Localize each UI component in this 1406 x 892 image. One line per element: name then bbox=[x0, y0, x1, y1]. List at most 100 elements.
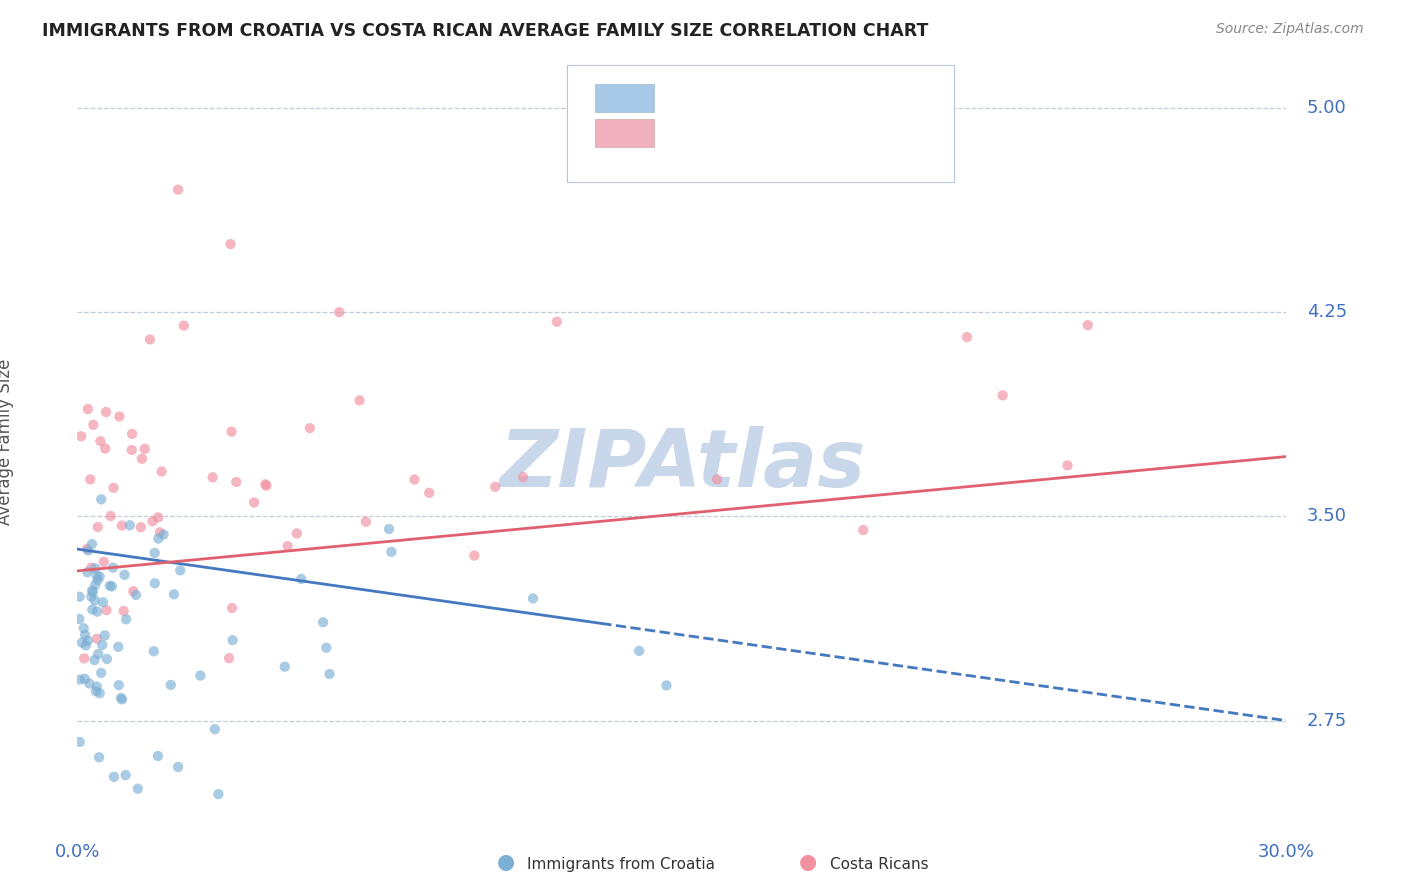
Point bbox=[512, 470, 534, 484]
Point bbox=[204, 722, 226, 736]
Point bbox=[628, 644, 651, 658]
Text: Average Family Size: Average Family Size bbox=[0, 359, 14, 524]
Point bbox=[221, 425, 243, 439]
Point bbox=[87, 750, 110, 764]
Point bbox=[1077, 318, 1099, 333]
Point bbox=[706, 472, 728, 486]
Point bbox=[98, 579, 121, 593]
Point bbox=[991, 388, 1014, 402]
Point bbox=[75, 639, 97, 653]
Point bbox=[89, 434, 111, 449]
Point bbox=[148, 532, 170, 546]
Point bbox=[82, 602, 104, 616]
Point bbox=[70, 635, 93, 649]
Point bbox=[146, 510, 169, 524]
Point bbox=[254, 477, 277, 491]
Point bbox=[86, 632, 108, 646]
Point bbox=[111, 518, 134, 533]
Point bbox=[80, 537, 103, 551]
Point bbox=[318, 667, 340, 681]
Point bbox=[121, 442, 143, 457]
Text: Immigrants from Croatia: Immigrants from Croatia bbox=[527, 857, 716, 872]
Point bbox=[87, 647, 110, 661]
Point bbox=[82, 417, 104, 432]
Point bbox=[69, 590, 91, 604]
Point bbox=[80, 560, 103, 574]
Point bbox=[122, 584, 145, 599]
Point bbox=[221, 633, 243, 648]
Text: 3.50: 3.50 bbox=[1306, 508, 1347, 525]
Point bbox=[169, 563, 191, 577]
Text: R =  0.171: R = 0.171 bbox=[669, 124, 762, 142]
Point bbox=[110, 691, 132, 706]
Text: IMMIGRANTS FROM CROATIA VS COSTA RICAN AVERAGE FAMILY SIZE CORRELATION CHART: IMMIGRANTS FROM CROATIA VS COSTA RICAN A… bbox=[42, 22, 928, 40]
Point bbox=[84, 684, 107, 698]
Point bbox=[115, 612, 138, 626]
Text: R = -0.089: R = -0.089 bbox=[669, 89, 763, 107]
Point bbox=[79, 472, 101, 486]
Point bbox=[150, 465, 173, 479]
Point bbox=[101, 560, 124, 574]
Point bbox=[100, 508, 122, 523]
Point bbox=[73, 621, 96, 635]
Point bbox=[83, 653, 105, 667]
Point bbox=[121, 426, 143, 441]
Text: ●: ● bbox=[498, 853, 515, 872]
Point bbox=[201, 470, 224, 484]
Point bbox=[94, 405, 117, 419]
FancyBboxPatch shape bbox=[567, 65, 955, 182]
Point bbox=[378, 522, 401, 536]
Point bbox=[90, 665, 112, 680]
Point bbox=[219, 237, 242, 252]
Point bbox=[69, 735, 91, 749]
Point bbox=[77, 543, 100, 558]
Point bbox=[96, 652, 118, 666]
Point bbox=[75, 628, 97, 642]
Point bbox=[94, 442, 117, 456]
Point bbox=[142, 514, 165, 528]
Point bbox=[82, 583, 104, 598]
Text: 2.75: 2.75 bbox=[1306, 712, 1347, 730]
Point bbox=[129, 520, 152, 534]
Point bbox=[111, 692, 134, 706]
Point bbox=[93, 628, 115, 642]
Point bbox=[243, 495, 266, 509]
Point bbox=[163, 587, 186, 601]
Point bbox=[298, 421, 321, 435]
Point bbox=[143, 546, 166, 560]
Point bbox=[143, 576, 166, 591]
Point bbox=[103, 770, 125, 784]
Point bbox=[256, 478, 278, 492]
Point bbox=[221, 601, 243, 615]
Point bbox=[173, 318, 195, 333]
Point bbox=[290, 572, 312, 586]
Point bbox=[89, 686, 111, 700]
Point bbox=[79, 676, 101, 690]
Point bbox=[159, 678, 181, 692]
Point bbox=[107, 678, 129, 692]
Point bbox=[218, 651, 240, 665]
Text: N = 59: N = 59 bbox=[832, 124, 898, 142]
Text: Costa Ricans: Costa Ricans bbox=[830, 857, 928, 872]
Point bbox=[167, 183, 190, 197]
Point bbox=[67, 612, 90, 626]
Point bbox=[101, 579, 124, 593]
Point bbox=[225, 475, 247, 489]
Point bbox=[354, 515, 377, 529]
Point bbox=[87, 520, 110, 534]
Point bbox=[149, 525, 172, 540]
Point bbox=[76, 566, 98, 580]
Point bbox=[312, 615, 335, 630]
Point bbox=[655, 678, 678, 692]
Point bbox=[852, 523, 875, 537]
Text: ●: ● bbox=[800, 853, 817, 872]
Point bbox=[152, 527, 174, 541]
Point bbox=[93, 555, 115, 569]
Point bbox=[80, 590, 103, 604]
Point bbox=[76, 541, 98, 556]
Point bbox=[103, 481, 125, 495]
Point bbox=[328, 305, 350, 319]
Point bbox=[114, 567, 136, 582]
Point bbox=[139, 333, 162, 347]
Point bbox=[70, 429, 93, 443]
